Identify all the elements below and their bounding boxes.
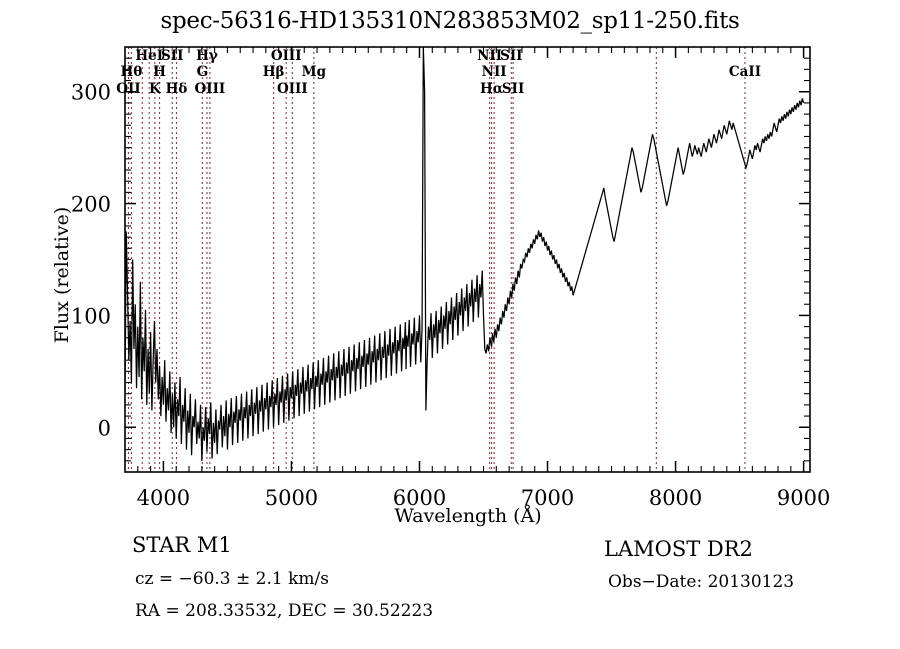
spectral-line-label: SII	[161, 48, 183, 64]
survey-name-text: LAMOST DR2	[604, 537, 753, 561]
x-tick-label: 4000	[137, 486, 190, 510]
spectral-line-label: Mg	[302, 64, 327, 80]
spectral-line-label: NII	[477, 48, 502, 64]
x-tick-label: 9000	[777, 486, 830, 510]
spectral-line-label: Hβ	[263, 64, 285, 80]
spectral-line-label: SII	[500, 48, 522, 64]
spectral-line-label: Hδ	[166, 81, 188, 97]
spectral-line-label: OIII	[271, 48, 302, 64]
spectral-line-label: NII	[482, 64, 507, 80]
spectral-line-label: OIII	[277, 81, 308, 97]
x-tick-label: 7000	[521, 486, 574, 510]
spectral-line-label: H	[153, 64, 166, 80]
spectral-line-markers	[127, 47, 746, 472]
spectral-line-label: SII	[502, 81, 524, 97]
spectral-line-label: G	[197, 64, 209, 80]
axis-tick-labels: 4000 5000 6000 7000 8000 9000 0 100 200 300	[71, 81, 830, 510]
plot-frame	[124, 46, 811, 473]
y-tick-label: 0	[98, 416, 111, 440]
y-tick-label: 300	[71, 81, 111, 105]
spectral-line-label: OII	[116, 81, 140, 97]
x-tick-label: 8000	[649, 486, 702, 510]
flux-curve	[125, 47, 805, 461]
x-tick-label: 5000	[265, 486, 318, 510]
spectral-line-label: Hα	[480, 81, 504, 97]
coordinates-text: RA = 208.33532, DEC = 30.52223	[135, 601, 434, 621]
spectral-line-label: HeI	[135, 48, 163, 64]
x-axis-label: Wavelength (Å)	[394, 505, 541, 527]
x-tick-label: 6000	[393, 486, 446, 510]
y-tick-label: 100	[71, 304, 111, 328]
y-tick-label: 200	[71, 193, 111, 217]
observation-date-text: Obs−Date: 20130123	[608, 572, 795, 592]
spectral-line-label: Hθ	[121, 64, 143, 80]
y-axis-label: Flux (relative)	[51, 207, 73, 344]
spectral-line-label: CaII	[729, 64, 761, 80]
page-title: spec-56316-HD135310N283853M02_sp11-250.f…	[160, 8, 740, 34]
flux-polyline	[125, 47, 805, 461]
object-class-text: STAR M1	[132, 533, 232, 557]
spectral-line-label: OIII	[195, 81, 226, 97]
spectral-line-label: Hγ	[196, 48, 218, 64]
spectral-line-label: K	[149, 81, 162, 97]
redshift-velocity-text: cz = −60.3 ± 2.1 km/s	[135, 569, 329, 589]
plot-border	[124, 46, 811, 473]
